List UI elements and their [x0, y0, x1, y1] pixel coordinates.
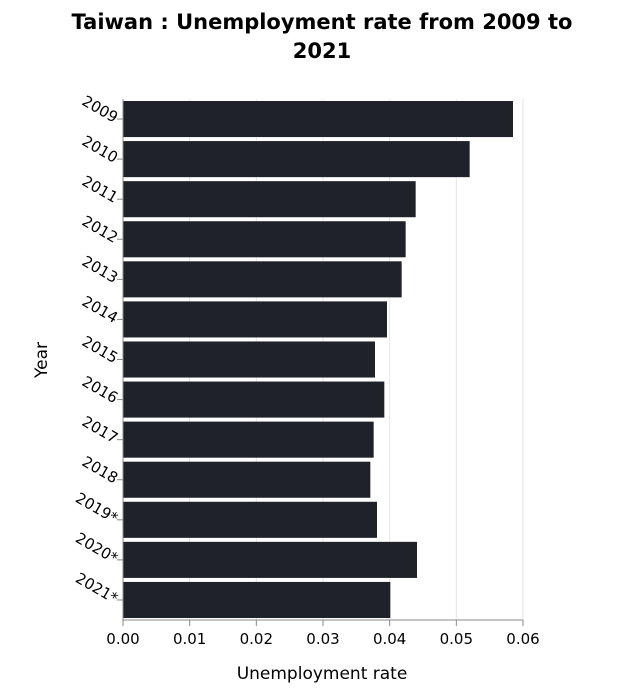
bar: [123, 461, 371, 498]
y-tick-label: 2016: [79, 372, 121, 407]
y-tick-label: 2013: [79, 252, 121, 287]
bars: [123, 101, 513, 618]
x-tick-label: 0.05: [440, 630, 473, 648]
x-tick-label: 0.04: [373, 630, 406, 648]
y-tick-labels: 2009 2010 2011 2012 2013 2014 2015 2016 2017 2018…: [72, 92, 121, 608]
x-tick-label: 0.00: [106, 630, 139, 648]
y-tick-label: 2012: [79, 212, 121, 247]
y-tick-label: 2018: [79, 453, 121, 488]
x-tick-labels: 0.00 0.01 0.02 0.03 0.04 0.05 0.06: [106, 630, 539, 648]
y-axis-title: Year: [32, 342, 52, 379]
x-tick-label: 0.06: [506, 630, 539, 648]
x-tick-label: 0.01: [173, 630, 206, 648]
axes: [117, 99, 524, 626]
x-tick-label: 0.02: [240, 630, 273, 648]
bar: [123, 381, 385, 418]
chart-title-line-2: 2021: [292, 39, 352, 63]
y-tick-label: 2020*: [72, 529, 121, 568]
bar: [123, 541, 417, 578]
x-tick-label: 0.03: [306, 630, 339, 648]
y-tick-label: 2021*: [72, 569, 121, 608]
bar: [123, 181, 416, 218]
y-tick-label: 2010: [79, 132, 121, 167]
y-tick-label: 2019*: [72, 489, 121, 528]
bar: [123, 261, 402, 298]
bar: [123, 341, 375, 378]
y-tick-label: 2017: [79, 412, 121, 447]
bar: [123, 221, 406, 258]
chart-title: Taiwan : Unemployment rate from 2009 to …: [0, 8, 644, 66]
bar: [123, 501, 377, 538]
bar: [123, 581, 391, 618]
bar: [123, 101, 513, 138]
bar: [123, 301, 387, 338]
bar: [123, 141, 470, 178]
y-tick-label: 2011: [79, 172, 121, 207]
bar: [123, 421, 374, 458]
y-tick-label: 2009: [79, 92, 121, 127]
y-tick-label: 2014: [79, 292, 121, 327]
y-tick-label: 2015: [79, 332, 121, 367]
x-axis-title: Unemployment rate: [237, 664, 408, 684]
chart-title-line-1: Taiwan : Unemployment rate from 2009 to: [71, 10, 573, 34]
